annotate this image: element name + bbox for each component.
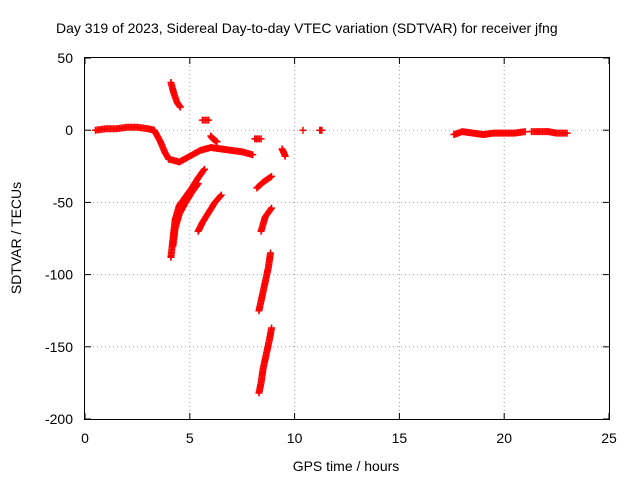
data-point: [318, 126, 326, 134]
x-tick-label: 0: [81, 430, 89, 446]
data-point: [268, 172, 276, 180]
data-points: [91, 79, 571, 397]
data-point: [176, 103, 184, 111]
data-point: [200, 165, 208, 173]
data-point: [268, 204, 276, 212]
x-axis-label: GPS time / hours: [293, 458, 400, 474]
data-point: [249, 151, 257, 159]
x-tick-label: 20: [496, 430, 512, 446]
data-point: [521, 128, 529, 136]
data-point: [267, 205, 275, 213]
data-point: [281, 152, 289, 160]
y-axis-label: SDTVAR / TECUs: [8, 182, 24, 294]
chart-title: Day 319 of 2023, Sidereal Day-to-day VTE…: [56, 20, 558, 36]
y-tick-label: -150: [45, 339, 73, 355]
data-point: [266, 249, 274, 257]
y-tick-label: 0: [65, 122, 73, 138]
x-tick-label: 15: [392, 430, 408, 446]
grid: [85, 58, 609, 419]
data-point: [268, 324, 276, 332]
y-tick-label: -200: [45, 411, 73, 427]
y-tick-label: 50: [57, 50, 73, 66]
data-point: [563, 129, 571, 137]
data-point: [299, 126, 307, 134]
plot-frame: [84, 57, 610, 420]
data-point: [205, 116, 213, 124]
data-point: [176, 102, 184, 110]
x-tick-label: 25: [601, 430, 617, 446]
x-tick-label: 10: [287, 430, 303, 446]
data-point: [217, 191, 225, 199]
data-point: [266, 173, 274, 181]
axis-ticks: 0 5 10 15 20 25 50 0 -50 -100 -150 -200: [45, 50, 617, 446]
data-point: [194, 180, 202, 188]
y-tick-label: -50: [53, 194, 73, 210]
data-point: [257, 135, 265, 143]
data-point: [216, 192, 224, 200]
data-point: [193, 181, 201, 189]
x-tick-label: 5: [186, 430, 194, 446]
data-point: [213, 138, 221, 146]
y-tick-label: -100: [45, 267, 73, 283]
data-point: [200, 166, 208, 174]
